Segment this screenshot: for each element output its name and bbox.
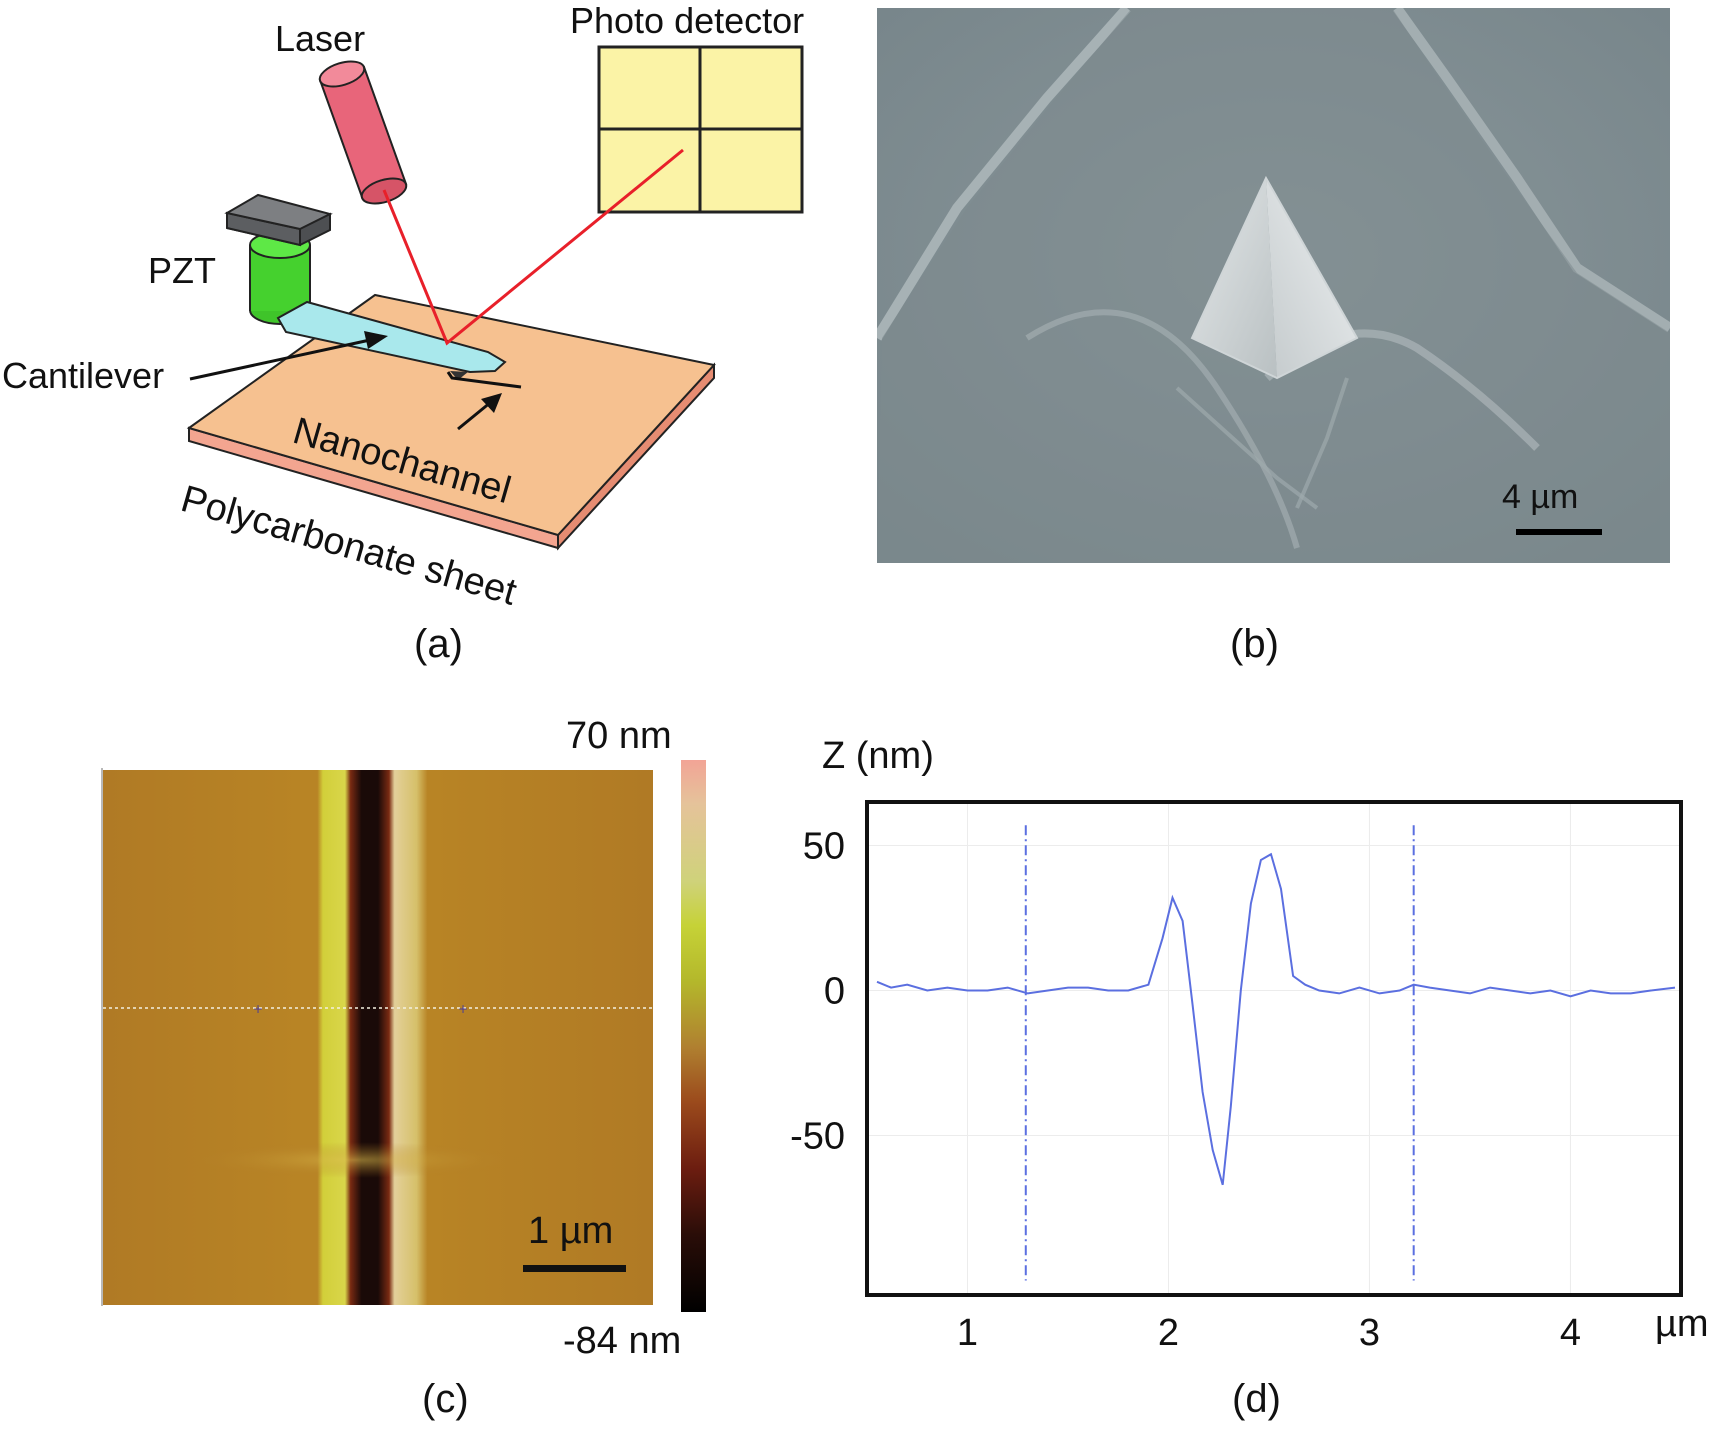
colorbar-max-label: 70 nm bbox=[566, 715, 672, 757]
panel-d-caption: (d) bbox=[1232, 1377, 1281, 1421]
x-tick-label-3: 4 bbox=[1560, 1312, 1581, 1354]
sem-image: 4 µm bbox=[877, 8, 1670, 563]
profile-series-line bbox=[876, 852, 1676, 1186]
sem-scale-label: 4 µm bbox=[1502, 478, 1579, 516]
pyramid-tip bbox=[1192, 178, 1277, 378]
y-tick-label-0: 50 bbox=[803, 826, 845, 868]
x-tick-label-0: 1 bbox=[957, 1312, 978, 1354]
profile-x-unit-label: µm bbox=[1655, 1303, 1709, 1345]
afm-scale-label: 1 µm bbox=[528, 1210, 614, 1252]
panel-a-caption: (a) bbox=[414, 622, 463, 666]
panel-c-caption: (c) bbox=[422, 1377, 469, 1421]
plot-frame bbox=[865, 800, 1683, 1297]
svg-text:+: + bbox=[253, 1002, 263, 1016]
afm-topography-image: + + 1 µm bbox=[103, 770, 653, 1305]
laser-label: Laser bbox=[275, 18, 366, 59]
afm-colorbar bbox=[681, 760, 706, 1312]
afm-left-edge bbox=[101, 768, 103, 1306]
y-tick-label-2: -50 bbox=[790, 1116, 845, 1158]
afm-scale-bar bbox=[523, 1265, 626, 1272]
x-tick-label-1: 2 bbox=[1158, 1312, 1179, 1354]
svg-text:+: + bbox=[458, 1002, 468, 1016]
cantilever-label: Cantilever bbox=[2, 355, 165, 396]
x-tick-label-2: 3 bbox=[1359, 1312, 1380, 1354]
pzt-label: PZT bbox=[148, 250, 216, 291]
photo-detector-label: Photo detector bbox=[570, 0, 805, 41]
colorbar-min-label: -84 nm bbox=[563, 1320, 682, 1362]
sem-scale-bar bbox=[1516, 529, 1602, 535]
profile-y-axis-label: Z (nm) bbox=[822, 735, 934, 777]
y-tick-label-1: 0 bbox=[824, 971, 845, 1013]
panel-b-caption: (b) bbox=[1230, 622, 1279, 666]
